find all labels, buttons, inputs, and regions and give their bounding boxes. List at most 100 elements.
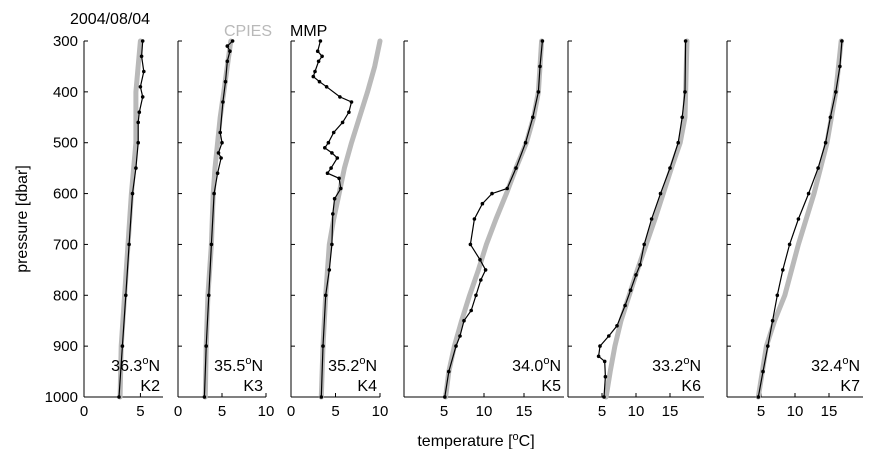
mmp-point [658,191,663,196]
mmp-point [816,166,820,170]
mmp-point [596,354,601,359]
mmp-point [469,308,474,313]
mmp-point [323,293,328,298]
mmp-point [207,293,211,298]
mmp-point [683,90,687,94]
x-tick-label: 10 [476,403,493,420]
mmp-point [680,115,684,120]
mmp-point [602,359,607,364]
x-tick-label: 5 [598,403,606,420]
mmp-point [668,166,672,170]
mmp-point [339,186,343,191]
mmp-point [139,54,144,59]
mmp-point [137,110,142,114]
x-axis-title-main: temperature [ [417,433,513,449]
mmp-point [480,201,485,206]
mmp-point [117,395,121,399]
mmp-point [781,268,785,272]
mmp-point [347,110,351,114]
mmp-point [311,74,316,79]
panel-K5: 5 10 15 34.0oN K5 [403,38,564,420]
mmp-point [462,318,466,323]
mmp-point [472,217,477,221]
x-tick-label: 5 [331,403,339,420]
x-tick-label: 15 [516,403,533,420]
mmp-point [220,140,224,145]
legend-cpies: CPIES [224,23,272,40]
mmp-point [316,59,321,64]
y-axis-title: pressure [dbar] [14,165,31,273]
mmp-point [458,334,462,338]
mmp-point [823,140,828,145]
x-tick-label: 10 [628,403,645,420]
latitude-label: 34.0oN [512,355,561,375]
x-axis-title-end: C] [519,433,535,449]
x-tick-label: 0 [174,403,182,420]
mmp-point [225,44,230,48]
mmp-point [443,395,447,399]
mmp-point [338,95,342,99]
panel-K3: 0 5 10 35.5oN K3 [174,38,274,420]
mmp-point [218,130,222,135]
mmp-point [683,39,688,43]
x-tick-label: 5 [136,403,144,420]
mmp-point [634,273,638,277]
mmp-profile-line [203,40,234,398]
cpies-profile-line [443,38,545,400]
cpies-profile-line [202,38,234,400]
mmp-point [317,79,322,84]
mmp-point [331,212,335,216]
mmp-profile-line [118,40,145,398]
mmp-point [337,176,341,181]
x-tick-label: 15 [662,403,679,420]
x-axis-title-superscript: o [513,431,519,443]
mmp-point [223,79,228,84]
mmp-point [324,85,329,89]
station-label: K7 [840,378,860,395]
mmp-point [335,156,340,160]
x-tick-label: 10 [787,403,804,420]
y-tick-label: 1000 [45,389,78,406]
mmp-point [330,151,334,155]
legend-mmp: MMP [290,23,327,40]
mmp-point [326,140,331,145]
latitude-label: 35.2oN [328,355,377,375]
mmp-point [770,318,775,323]
mmp-point [538,64,542,69]
mmp-point [325,171,330,175]
mmp-point [219,156,223,160]
mmp-point [138,85,143,89]
mmp-point [623,303,627,308]
mmp-point [474,293,478,298]
latitude-label: 32.4oN [811,355,860,375]
mmp-point [479,278,483,282]
x-axis-title: temperature [oC] [417,431,534,449]
latitude-label: 35.5oN [214,355,263,375]
mmp-profile-line [312,40,353,398]
mmp-point [523,140,528,145]
mmp-point [540,39,545,43]
mmp-point [478,257,482,262]
mmp-point [221,100,225,104]
mmp-point [216,151,221,155]
y-tick-label: 900 [53,338,78,355]
mmp-point [628,288,633,293]
mmp-point [638,263,642,267]
mmp-point [602,395,606,399]
mmp-point [598,344,602,348]
mmp-point [130,191,135,196]
station-label: K5 [541,378,561,395]
mmp-point [124,293,128,298]
mmp-point [320,54,324,59]
cpies-profile-line [117,38,143,400]
mmp-point [134,166,138,170]
mmp-point [649,217,654,221]
mmp-point [319,395,324,399]
mmp-point [127,242,131,247]
mmp-point [136,140,140,145]
mmp-point [349,100,354,104]
latitude-label: 33.2oN [652,355,701,375]
mmp-point [840,39,844,43]
panel-K7: 5 10 15 32.4oN K7 [726,38,863,420]
